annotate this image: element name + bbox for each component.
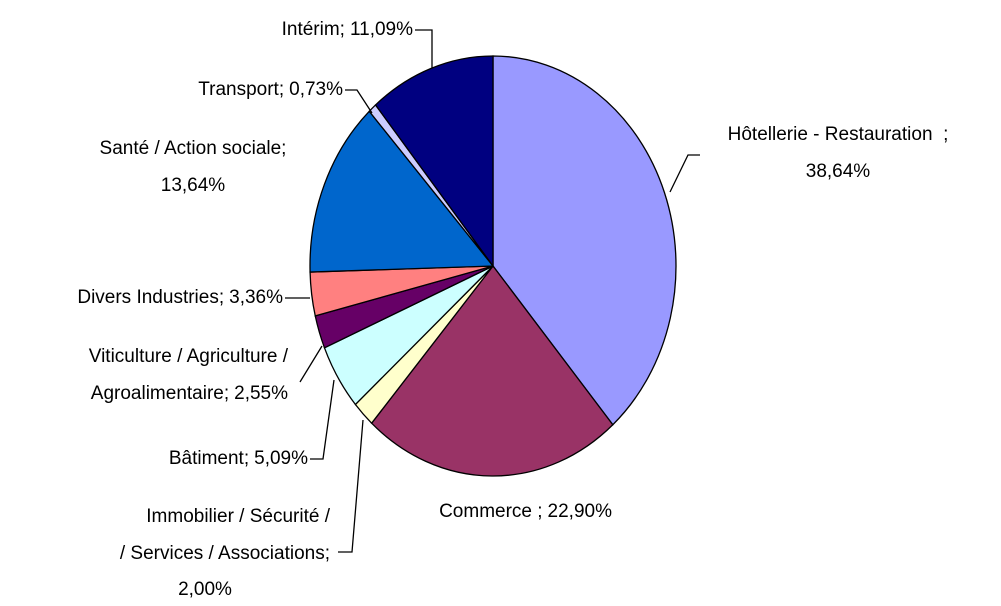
data-label-value: 22,90%	[548, 501, 613, 522]
data-label-value: 5,09%	[254, 448, 308, 469]
leader-line	[415, 29, 433, 68]
label-line: Immobilier / Sécurité /	[146, 506, 330, 527]
data-label-value: 13,64%	[161, 175, 226, 196]
label-line: Agroalimentaire;	[91, 383, 229, 404]
label-line: Intérim;	[282, 19, 345, 40]
label-line: Hôtellerie - Restauration ;	[728, 124, 949, 145]
pie-slice	[370, 264, 614, 477]
label-line: / Services / Associations;	[120, 543, 330, 564]
data-label-name: Santé / Action sociale;	[100, 138, 287, 159]
pie-slice	[309, 110, 495, 273]
label-line: Viticulture / Agriculture /	[89, 346, 289, 367]
data-label-value: 38,64%	[806, 161, 871, 182]
label-line: Transport;	[198, 79, 284, 100]
pie-slice	[374, 55, 494, 268]
data-label-name: Viticulture / Agriculture / Agroalimentai…	[89, 346, 289, 404]
label-line: Santé / Action sociale;	[100, 138, 287, 159]
label-line: Divers Industries;	[77, 287, 224, 308]
data-label-name: Bâtiment;	[169, 448, 249, 469]
pie-slice	[492, 55, 677, 426]
leader-line	[338, 419, 364, 553]
data-label-name: Intérim;	[282, 19, 345, 40]
label-line: Bâtiment;	[169, 448, 249, 469]
data-label-value: 11,09%	[350, 19, 413, 40]
data-label-value: 2,00%	[178, 579, 232, 600]
data-label-name: Commerce ;	[439, 501, 542, 522]
leader-line	[310, 379, 335, 460]
leader-line	[669, 154, 700, 193]
leader-line	[345, 89, 373, 114]
data-label-name: Hôtellerie - Restauration ;	[728, 124, 949, 145]
data-label-name: Transport;	[198, 79, 284, 100]
data-label-value: 2,55%	[234, 383, 288, 404]
data-label-value: 0,73%	[289, 79, 343, 100]
data-label-name: Immobilier / Sécurité / / Services / Asso…	[120, 506, 331, 564]
leader-line	[299, 345, 323, 383]
data-label-value: 3,36%	[229, 287, 283, 308]
data-label-name: Divers Industries;	[77, 287, 224, 308]
label-line: Commerce ;	[439, 501, 542, 522]
